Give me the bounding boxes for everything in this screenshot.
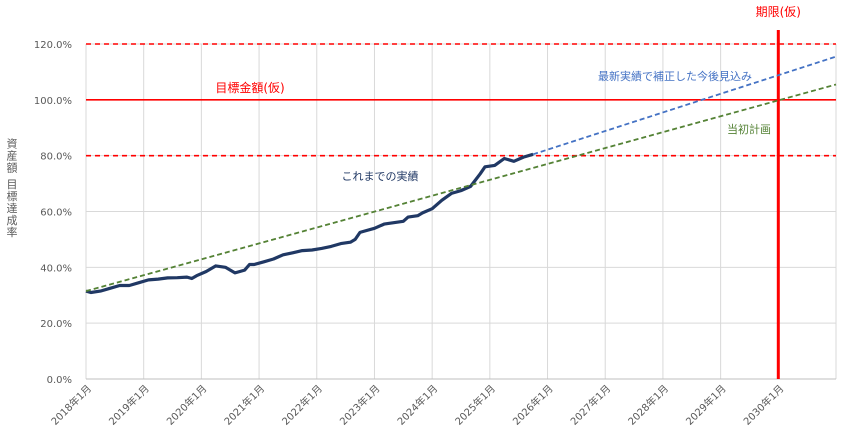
x-tick-label: 2020年1月: [164, 382, 210, 428]
x-tick-label: 2029年1月: [683, 382, 729, 428]
x-tick-label: 2023年1月: [337, 382, 383, 428]
annotation-actual: これまでの実績: [342, 169, 419, 183]
annotation-target: 目標金額(仮): [215, 80, 284, 95]
x-tick-label: 2026年1月: [510, 382, 556, 428]
annotation-plan: 当初計画: [727, 122, 771, 136]
x-tick-label: 2024年1月: [394, 382, 440, 428]
x-tick-label: 2030年1月: [741, 382, 787, 428]
y-tick-label: 100.0%: [34, 96, 72, 107]
x-tick-label: 2025年1月: [452, 382, 498, 428]
x-tick-label: 2021年1月: [221, 382, 267, 428]
x-tick-label: 2027年1月: [568, 382, 614, 428]
y-tick-label: 0.0%: [47, 375, 72, 386]
y-tick-label: 80.0%: [40, 152, 72, 163]
x-tick-label: 2028年1月: [625, 382, 671, 428]
y-tick-label: 20.0%: [40, 319, 72, 330]
series-line-actual: [85, 152, 534, 295]
x-tick-label: 2019年1月: [106, 382, 152, 428]
y-axis-label: 資産額 目標達成率: [5, 138, 18, 239]
series-line-plan: [85, 83, 837, 292]
x-tick-label: 2022年1月: [279, 382, 325, 428]
annotation-deadline: 期限(仮): [756, 5, 801, 19]
x-tick-label: 2018年1月: [48, 382, 94, 428]
annotation-forecast: 最新実績で補正した今後見込み: [598, 69, 752, 83]
y-tick-label: 120.0%: [34, 40, 72, 51]
series-line-forecast: [532, 55, 837, 156]
y-tick-label: 60.0%: [40, 208, 72, 219]
y-tick-label: 40.0%: [40, 263, 72, 274]
